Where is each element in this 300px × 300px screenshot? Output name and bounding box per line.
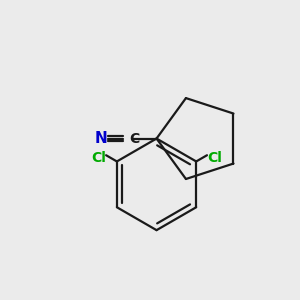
- Text: N: N: [94, 131, 107, 146]
- Text: Cl: Cl: [207, 151, 222, 164]
- Text: Cl: Cl: [92, 151, 106, 164]
- Text: C: C: [129, 131, 140, 146]
